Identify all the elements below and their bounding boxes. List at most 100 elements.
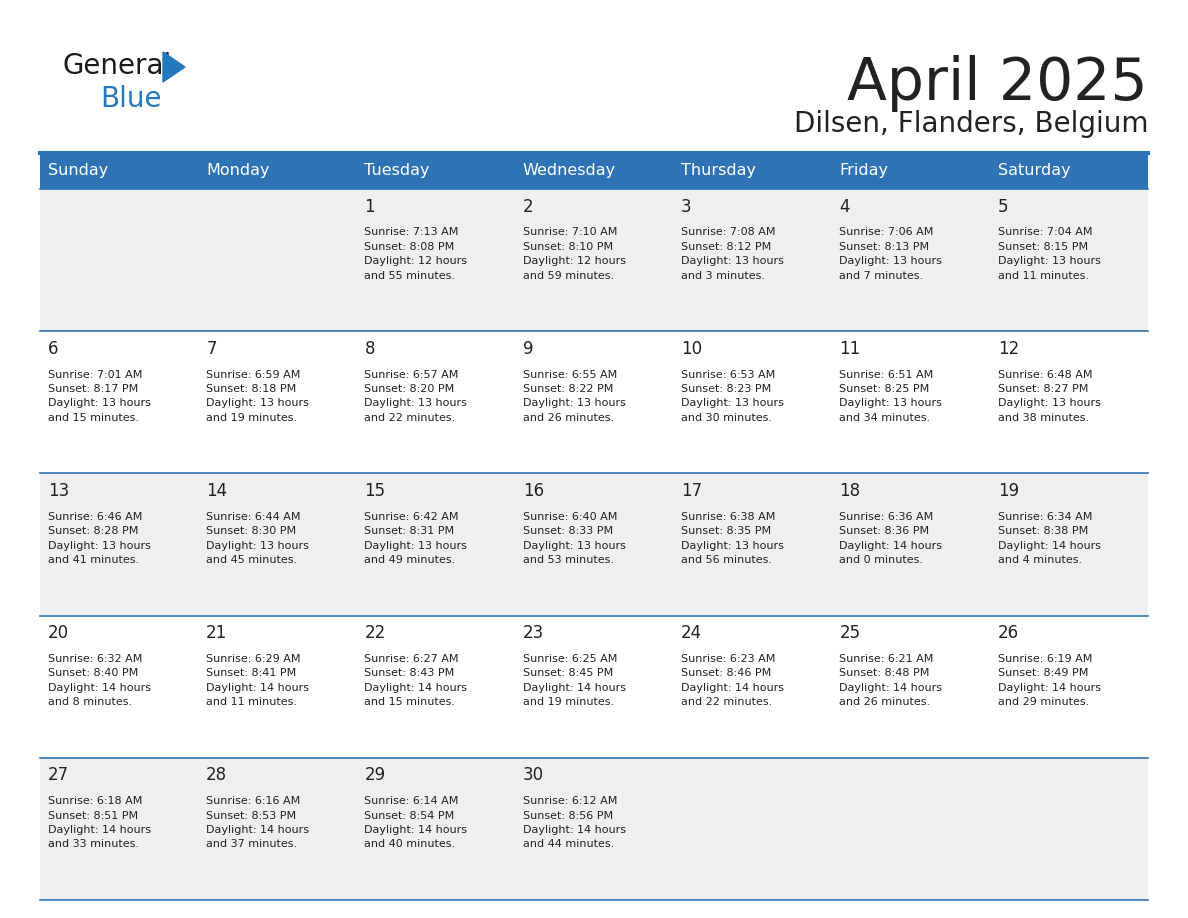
Text: 9: 9	[523, 340, 533, 358]
Bar	[514, 757, 674, 900]
Text: 18: 18	[840, 482, 860, 500]
Text: Sunrise: 6:21 AM
Sunset: 8:48 PM
Daylight: 14 hours
and 26 minutes.: Sunrise: 6:21 AM Sunset: 8:48 PM Dayligh…	[840, 654, 942, 707]
Text: Thursday: Thursday	[681, 163, 756, 178]
Bar	[514, 153, 674, 189]
Text: 10: 10	[681, 340, 702, 358]
Bar	[674, 153, 832, 189]
Text: Sunrise: 6:16 AM
Sunset: 8:53 PM
Daylight: 14 hours
and 37 minutes.: Sunrise: 6:16 AM Sunset: 8:53 PM Dayligh…	[207, 796, 309, 849]
Text: Saturday: Saturday	[998, 163, 1070, 178]
Text: 25: 25	[840, 624, 860, 642]
Text: 6: 6	[48, 340, 58, 358]
Bar	[990, 153, 1148, 189]
Bar	[990, 474, 1148, 616]
Text: Sunrise: 7:10 AM
Sunset: 8:10 PM
Daylight: 12 hours
and 59 minutes.: Sunrise: 7:10 AM Sunset: 8:10 PM Dayligh…	[523, 228, 626, 281]
Text: Sunrise: 6:42 AM
Sunset: 8:31 PM
Daylight: 13 hours
and 49 minutes.: Sunrise: 6:42 AM Sunset: 8:31 PM Dayligh…	[365, 512, 467, 565]
Text: 26: 26	[998, 624, 1019, 642]
Bar	[514, 474, 674, 616]
Bar	[674, 189, 832, 331]
Bar	[40, 189, 198, 331]
Bar	[198, 757, 356, 900]
Text: Sunrise: 6:55 AM
Sunset: 8:22 PM
Daylight: 13 hours
and 26 minutes.: Sunrise: 6:55 AM Sunset: 8:22 PM Dayligh…	[523, 370, 626, 423]
Bar	[514, 189, 674, 331]
Bar	[832, 153, 990, 189]
Text: 28: 28	[207, 767, 227, 784]
Text: 12: 12	[998, 340, 1019, 358]
Bar	[356, 189, 514, 331]
Text: Sunrise: 7:13 AM
Sunset: 8:08 PM
Daylight: 12 hours
and 55 minutes.: Sunrise: 7:13 AM Sunset: 8:08 PM Dayligh…	[365, 228, 468, 281]
Bar	[198, 616, 356, 757]
Bar	[832, 189, 990, 331]
Bar	[832, 331, 990, 474]
Bar	[40, 331, 198, 474]
Text: 13: 13	[48, 482, 69, 500]
Bar	[990, 757, 1148, 900]
Text: Sunrise: 6:51 AM
Sunset: 8:25 PM
Daylight: 13 hours
and 34 minutes.: Sunrise: 6:51 AM Sunset: 8:25 PM Dayligh…	[840, 370, 942, 423]
Bar	[674, 616, 832, 757]
Text: Sunrise: 6:36 AM
Sunset: 8:36 PM
Daylight: 14 hours
and 0 minutes.: Sunrise: 6:36 AM Sunset: 8:36 PM Dayligh…	[840, 512, 942, 565]
Bar	[990, 616, 1148, 757]
Text: Sunrise: 6:25 AM
Sunset: 8:45 PM
Daylight: 14 hours
and 19 minutes.: Sunrise: 6:25 AM Sunset: 8:45 PM Dayligh…	[523, 654, 626, 707]
Bar	[514, 331, 674, 474]
Bar	[674, 757, 832, 900]
Text: Sunrise: 6:27 AM
Sunset: 8:43 PM
Daylight: 14 hours
and 15 minutes.: Sunrise: 6:27 AM Sunset: 8:43 PM Dayligh…	[365, 654, 468, 707]
Text: Sunrise: 6:34 AM
Sunset: 8:38 PM
Daylight: 14 hours
and 4 minutes.: Sunrise: 6:34 AM Sunset: 8:38 PM Dayligh…	[998, 512, 1100, 565]
Text: Sunrise: 7:08 AM
Sunset: 8:12 PM
Daylight: 13 hours
and 3 minutes.: Sunrise: 7:08 AM Sunset: 8:12 PM Dayligh…	[681, 228, 784, 281]
Text: 22: 22	[365, 624, 386, 642]
Bar	[40, 616, 198, 757]
Bar	[198, 153, 356, 189]
Bar	[674, 474, 832, 616]
Text: Sunrise: 6:12 AM
Sunset: 8:56 PM
Daylight: 14 hours
and 44 minutes.: Sunrise: 6:12 AM Sunset: 8:56 PM Dayligh…	[523, 796, 626, 849]
Text: 21: 21	[207, 624, 227, 642]
Bar	[198, 474, 356, 616]
Bar	[40, 757, 198, 900]
Bar	[356, 757, 514, 900]
Text: Sunrise: 6:59 AM
Sunset: 8:18 PM
Daylight: 13 hours
and 19 minutes.: Sunrise: 6:59 AM Sunset: 8:18 PM Dayligh…	[207, 370, 309, 423]
Text: Sunrise: 6:29 AM
Sunset: 8:41 PM
Daylight: 14 hours
and 11 minutes.: Sunrise: 6:29 AM Sunset: 8:41 PM Dayligh…	[207, 654, 309, 707]
Text: Sunrise: 6:40 AM
Sunset: 8:33 PM
Daylight: 13 hours
and 53 minutes.: Sunrise: 6:40 AM Sunset: 8:33 PM Dayligh…	[523, 512, 626, 565]
Text: 20: 20	[48, 624, 69, 642]
Text: 2: 2	[523, 197, 533, 216]
Text: Friday: Friday	[840, 163, 889, 178]
Bar	[40, 153, 198, 189]
Bar	[514, 616, 674, 757]
Bar	[356, 474, 514, 616]
Text: 24: 24	[681, 624, 702, 642]
Text: 1: 1	[365, 197, 375, 216]
Text: Sunrise: 7:06 AM
Sunset: 8:13 PM
Daylight: 13 hours
and 7 minutes.: Sunrise: 7:06 AM Sunset: 8:13 PM Dayligh…	[840, 228, 942, 281]
Bar	[40, 474, 198, 616]
Text: Sunrise: 6:46 AM
Sunset: 8:28 PM
Daylight: 13 hours
and 41 minutes.: Sunrise: 6:46 AM Sunset: 8:28 PM Dayligh…	[48, 512, 151, 565]
Text: 30: 30	[523, 767, 544, 784]
Bar	[832, 757, 990, 900]
Bar	[356, 616, 514, 757]
Text: 5: 5	[998, 197, 1009, 216]
Bar	[674, 331, 832, 474]
Text: Monday: Monday	[207, 163, 270, 178]
Text: 14: 14	[207, 482, 227, 500]
Text: Sunrise: 7:01 AM
Sunset: 8:17 PM
Daylight: 13 hours
and 15 minutes.: Sunrise: 7:01 AM Sunset: 8:17 PM Dayligh…	[48, 370, 151, 423]
Text: 16: 16	[523, 482, 544, 500]
Text: Wednesday: Wednesday	[523, 163, 615, 178]
Text: April 2025: April 2025	[847, 55, 1148, 112]
Text: Tuesday: Tuesday	[365, 163, 430, 178]
Text: Sunday: Sunday	[48, 163, 108, 178]
Bar	[832, 474, 990, 616]
Bar	[198, 331, 356, 474]
Text: 17: 17	[681, 482, 702, 500]
Text: Sunrise: 6:23 AM
Sunset: 8:46 PM
Daylight: 14 hours
and 22 minutes.: Sunrise: 6:23 AM Sunset: 8:46 PM Dayligh…	[681, 654, 784, 707]
Text: Sunrise: 6:44 AM
Sunset: 8:30 PM
Daylight: 13 hours
and 45 minutes.: Sunrise: 6:44 AM Sunset: 8:30 PM Dayligh…	[207, 512, 309, 565]
Text: Sunrise: 6:57 AM
Sunset: 8:20 PM
Daylight: 13 hours
and 22 minutes.: Sunrise: 6:57 AM Sunset: 8:20 PM Dayligh…	[365, 370, 467, 423]
Bar	[198, 189, 356, 331]
Text: Sunrise: 6:38 AM
Sunset: 8:35 PM
Daylight: 13 hours
and 56 minutes.: Sunrise: 6:38 AM Sunset: 8:35 PM Dayligh…	[681, 512, 784, 565]
Text: Sunrise: 6:18 AM
Sunset: 8:51 PM
Daylight: 14 hours
and 33 minutes.: Sunrise: 6:18 AM Sunset: 8:51 PM Dayligh…	[48, 796, 151, 849]
Text: Sunrise: 6:48 AM
Sunset: 8:27 PM
Daylight: 13 hours
and 38 minutes.: Sunrise: 6:48 AM Sunset: 8:27 PM Dayligh…	[998, 370, 1100, 423]
Bar	[990, 189, 1148, 331]
Polygon shape	[163, 52, 185, 82]
Text: 3: 3	[681, 197, 691, 216]
Text: 4: 4	[840, 197, 849, 216]
Text: 15: 15	[365, 482, 386, 500]
Text: 11: 11	[840, 340, 860, 358]
Text: 7: 7	[207, 340, 216, 358]
Text: Sunrise: 6:53 AM
Sunset: 8:23 PM
Daylight: 13 hours
and 30 minutes.: Sunrise: 6:53 AM Sunset: 8:23 PM Dayligh…	[681, 370, 784, 423]
Bar	[356, 331, 514, 474]
Bar	[990, 331, 1148, 474]
